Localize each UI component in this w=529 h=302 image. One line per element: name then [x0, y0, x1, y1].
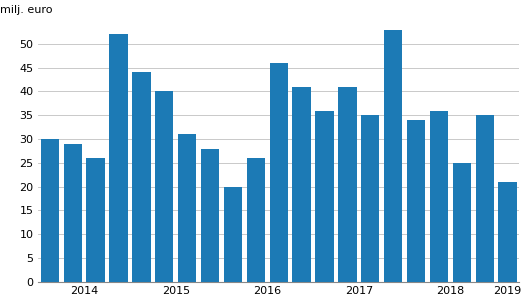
- Bar: [270, 63, 288, 281]
- Bar: [224, 187, 242, 281]
- Bar: [178, 134, 196, 281]
- Bar: [407, 120, 425, 281]
- Bar: [384, 30, 403, 281]
- Bar: [155, 92, 174, 281]
- Bar: [430, 111, 448, 281]
- Bar: [315, 111, 334, 281]
- Bar: [86, 158, 105, 281]
- Bar: [476, 115, 494, 281]
- Bar: [63, 144, 82, 281]
- Text: milj. euro: milj. euro: [0, 5, 52, 15]
- Bar: [338, 87, 357, 281]
- Bar: [293, 87, 311, 281]
- Bar: [201, 149, 219, 281]
- Bar: [110, 34, 127, 281]
- Bar: [247, 158, 265, 281]
- Bar: [498, 182, 517, 281]
- Bar: [453, 163, 471, 281]
- Bar: [361, 115, 379, 281]
- Bar: [41, 139, 59, 281]
- Bar: [132, 72, 151, 281]
